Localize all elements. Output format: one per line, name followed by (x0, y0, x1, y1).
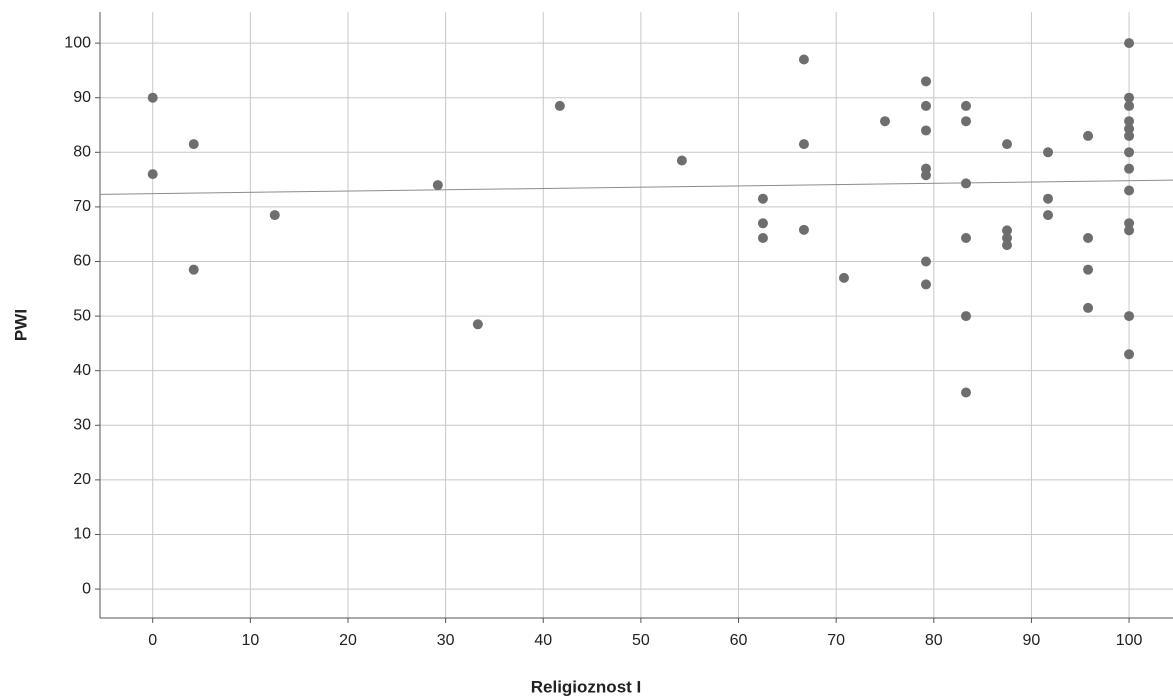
point (1124, 225, 1135, 236)
point (676, 155, 687, 166)
y-tick-label: 100 (64, 34, 91, 51)
point (1124, 100, 1135, 111)
y-tick-label: 80 (73, 144, 91, 161)
point (1043, 147, 1054, 158)
fit-line (99, 179, 1173, 195)
point (1002, 139, 1013, 150)
point (1124, 38, 1135, 49)
point (798, 139, 809, 150)
point (1124, 185, 1135, 196)
point (1083, 264, 1094, 275)
y-tick-label: 30 (73, 416, 91, 433)
point (920, 100, 931, 111)
point (147, 169, 158, 180)
point (961, 178, 972, 189)
point (1043, 193, 1054, 204)
point (1043, 210, 1054, 221)
point (269, 210, 280, 221)
y-axis-title: PWI (11, 309, 30, 341)
point (1124, 163, 1135, 174)
point (432, 180, 443, 191)
point (961, 100, 972, 111)
point (1083, 130, 1094, 141)
point (1124, 123, 1135, 134)
x-tick-label: 50 (632, 632, 650, 649)
point (798, 54, 809, 65)
point (1002, 233, 1013, 244)
y-tick-label: 50 (73, 307, 91, 324)
point (757, 193, 768, 204)
y-tick-label: 20 (73, 471, 91, 488)
point (1124, 92, 1135, 103)
point (798, 224, 809, 235)
x-tick-label: 30 (437, 632, 455, 649)
y-tick-label: 10 (73, 526, 91, 543)
point (1002, 225, 1013, 236)
point (188, 264, 199, 275)
point (1124, 349, 1135, 360)
point (757, 218, 768, 229)
point (1124, 130, 1135, 141)
x-tick-label: 0 (148, 632, 157, 649)
point (920, 125, 931, 136)
point (1002, 240, 1013, 251)
y-tick-label: 40 (73, 362, 91, 379)
point (879, 116, 890, 127)
point (1124, 147, 1135, 158)
x-tick-label: 100 (1116, 632, 1143, 649)
y-tick-label: 60 (73, 253, 91, 270)
point (757, 233, 768, 244)
point (1124, 311, 1135, 322)
point (961, 116, 972, 127)
x-tick-label: 70 (827, 632, 845, 649)
point (920, 256, 931, 267)
x-axis-title: Religioznost I (531, 677, 642, 696)
point (961, 233, 972, 244)
x-tick-label: 10 (241, 632, 259, 649)
point (920, 170, 931, 181)
point (920, 279, 931, 290)
point (1124, 116, 1135, 127)
x-tick-label: 40 (534, 632, 552, 649)
y-tick-label: 70 (73, 198, 91, 215)
y-tick-label: 90 (73, 89, 91, 106)
point (961, 311, 972, 322)
point (838, 272, 849, 283)
point (147, 92, 158, 103)
x-tick-label: 80 (925, 632, 943, 649)
point (554, 100, 565, 111)
y-tick-label: 0 (82, 580, 91, 597)
point (1124, 218, 1135, 229)
x-tick-label: 90 (1023, 632, 1041, 649)
x-tick-label: 60 (730, 632, 748, 649)
x-tick-label: 20 (339, 632, 357, 649)
point (1083, 233, 1094, 244)
point (188, 139, 199, 150)
point (920, 76, 931, 87)
point (961, 387, 972, 398)
point (472, 319, 483, 330)
point (1083, 302, 1094, 313)
